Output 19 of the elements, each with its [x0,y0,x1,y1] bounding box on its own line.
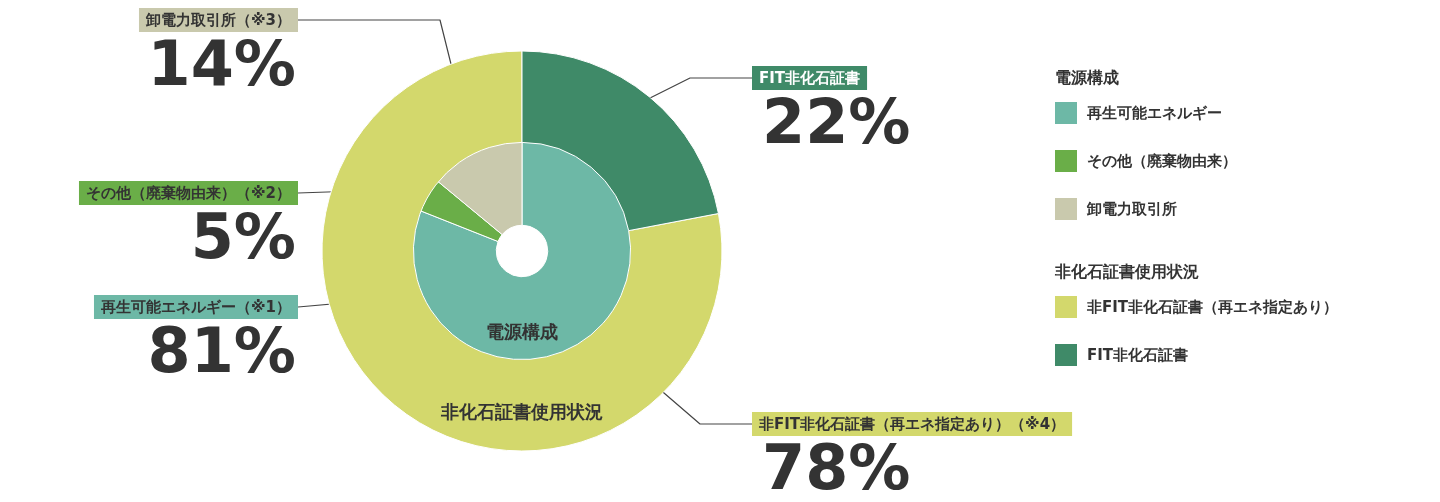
legend-label: 卸電力取引所 [1087,199,1177,219]
text: FIT非化石証書 [759,68,861,87]
legend-title: 電源構成 [1055,68,1120,89]
data-label: 78% [762,431,911,502]
text: 非FIT非化石証書（再エネ指定あり）（※4） [758,414,1066,433]
data-label: 22% [762,85,911,159]
legend-title: 非化石証書使用状況 [1055,262,1200,283]
data-label: 81% [147,314,296,388]
legend-label: 再生可能エネルギー [1087,103,1222,123]
data-label: 14% [147,27,296,101]
legend-label: FIT非化石証書 [1087,345,1189,365]
text: 非化石証書使用状況 [440,400,603,422]
text: 卸電力取引所（※3） [144,10,292,29]
text: 再生可能エネルギー（※1） [99,297,292,316]
text: 電源構成 [486,320,558,342]
data-label: 5% [190,200,296,274]
legend-label: その他（廃棄物由来） [1087,151,1237,171]
legend-label: 非FIT非化石証書（再エネ指定あり） [1087,297,1339,317]
text: その他（廃棄物由来）（※2） [85,183,292,202]
